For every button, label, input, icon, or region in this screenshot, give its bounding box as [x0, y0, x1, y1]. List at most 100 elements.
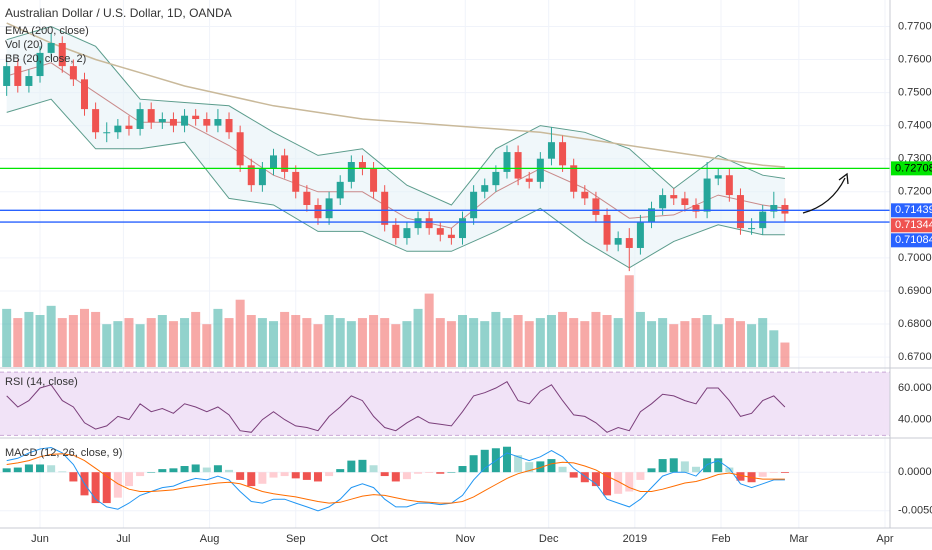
candle-body	[114, 125, 122, 133]
macd-histogram-bar	[213, 465, 222, 473]
candle-body	[147, 109, 155, 123]
candle-body	[525, 178, 533, 182]
macd-histogram-bar	[291, 472, 300, 479]
volume-bar	[658, 318, 668, 367]
candle-body	[358, 162, 366, 169]
volume-bar	[580, 321, 590, 367]
candle-body	[692, 204, 700, 212]
candle-body	[681, 198, 689, 205]
volume-bar	[735, 321, 745, 367]
x-tick-label: 2019	[623, 533, 647, 545]
volume-bar	[535, 318, 545, 367]
volume-bar	[424, 293, 434, 367]
macd-histogram-bar	[536, 461, 545, 473]
volume-bar	[13, 318, 23, 367]
macd-histogram-bar	[680, 461, 689, 473]
candle-body	[281, 155, 289, 172]
volume-bar	[680, 321, 690, 367]
volume-bar	[635, 311, 645, 367]
volume-bar	[79, 308, 89, 367]
volume-bar	[235, 299, 245, 367]
volume-bar	[224, 318, 234, 367]
candle-body	[370, 168, 378, 192]
arrow-head	[838, 172, 849, 185]
volume-bar	[2, 308, 12, 367]
macd-histogram-bar	[325, 472, 334, 477]
candle-body	[270, 155, 278, 169]
candle-body	[570, 165, 578, 192]
macd-histogram-bar	[458, 466, 467, 473]
ema-line	[6, 22, 785, 168]
chart-title: Australian Dollar / U.S. Dollar, 1D, OAN…	[5, 6, 232, 20]
macd-histogram-bar	[414, 472, 423, 474]
price-tag-label: 0.71344	[895, 219, 932, 231]
volume-bar	[213, 308, 223, 367]
price-tag	[891, 218, 932, 233]
macd-histogram-bar	[502, 446, 511, 473]
macd-histogram-bar	[113, 472, 122, 498]
band-lower	[6, 98, 785, 269]
macd-histogram-bar	[691, 466, 700, 473]
macd-histogram-bar	[614, 472, 623, 494]
candle-body	[659, 195, 667, 209]
candle-body	[481, 185, 489, 192]
candle-body	[547, 142, 555, 159]
macd-histogram-bar	[91, 472, 100, 504]
volume-bar	[57, 318, 67, 367]
volume-bar	[35, 315, 45, 367]
volume-bar	[491, 311, 501, 367]
macd-histogram-bar	[569, 472, 578, 478]
candle-body	[392, 224, 400, 239]
candle-body	[536, 158, 544, 182]
volume-bar	[380, 318, 390, 367]
volume-bar	[747, 324, 757, 367]
volume-bar	[758, 318, 768, 367]
volume-bar	[157, 315, 167, 367]
macd-title: MACD (12, 26, close, 9)	[5, 447, 122, 459]
candle-body	[58, 42, 66, 67]
volume-bar	[113, 321, 123, 367]
macd-histogram-bar	[725, 467, 734, 473]
legend-volume: Vol (20)	[5, 39, 43, 51]
x-tick-label: Feb	[712, 533, 731, 545]
candle-body	[203, 119, 211, 126]
volume-bar	[180, 318, 190, 367]
macd-histogram-bar	[402, 472, 411, 480]
volume-bar	[135, 324, 145, 367]
macd-histogram-bar	[580, 472, 589, 483]
candle-body	[648, 208, 656, 222]
candle-body	[625, 238, 633, 248]
candle-body	[136, 109, 144, 129]
volume-bar	[346, 321, 356, 367]
volume-bar	[24, 311, 34, 367]
macd-histogram-bar	[225, 469, 234, 473]
volume-bar	[669, 324, 679, 367]
volume-bar	[68, 315, 78, 367]
candle-body	[748, 228, 756, 230]
candle-body	[247, 165, 255, 186]
macd-histogram-bar	[302, 472, 311, 480]
candle-body	[725, 175, 733, 196]
volume-bar	[702, 315, 712, 367]
candle-body	[759, 211, 767, 229]
candle-body	[3, 66, 11, 86]
candle-body	[703, 178, 711, 212]
candle-body	[636, 221, 644, 248]
price-tag-label: 0.71439	[895, 204, 932, 216]
y-tick-label: 60.0000	[898, 382, 932, 394]
macd-histogram-bar	[525, 462, 534, 473]
x-tick-label: Sep	[286, 533, 306, 545]
macd-histogram-bar	[24, 464, 33, 473]
candle-body	[459, 218, 467, 239]
volume-bar	[780, 342, 790, 367]
candle-body	[592, 198, 600, 215]
volume-bar	[257, 318, 267, 367]
volume-bar	[324, 315, 334, 367]
candle-body	[214, 119, 222, 126]
volume-bar	[469, 318, 479, 367]
candle-body	[158, 119, 166, 123]
